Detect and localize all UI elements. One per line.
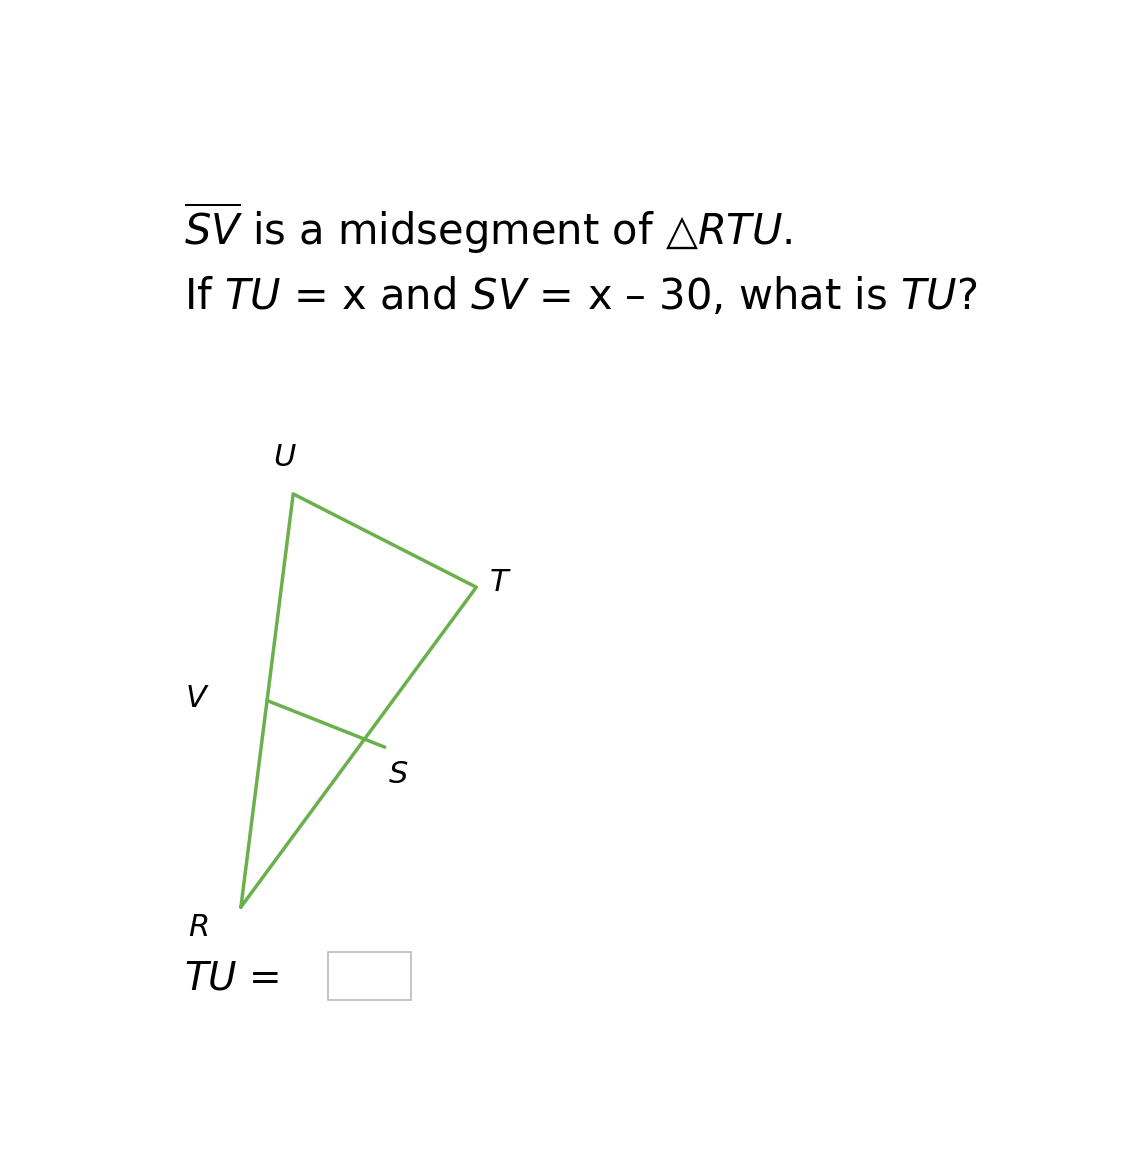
Text: T: T xyxy=(489,568,508,598)
Text: S: S xyxy=(389,760,408,789)
FancyBboxPatch shape xyxy=(328,952,411,1001)
Text: V: V xyxy=(186,684,206,713)
Text: U: U xyxy=(273,443,296,472)
Text: R: R xyxy=(189,913,210,943)
Text: $TU$ =: $TU$ = xyxy=(184,959,279,997)
Text: $\overline{SV}$ is a midsegment of △$RTU$.: $\overline{SV}$ is a midsegment of △$RTU… xyxy=(184,201,793,256)
Text: If $TU$ = x and $SV$ = x – 30, what is $TU$?: If $TU$ = x and $SV$ = x – 30, what is $… xyxy=(184,276,978,319)
